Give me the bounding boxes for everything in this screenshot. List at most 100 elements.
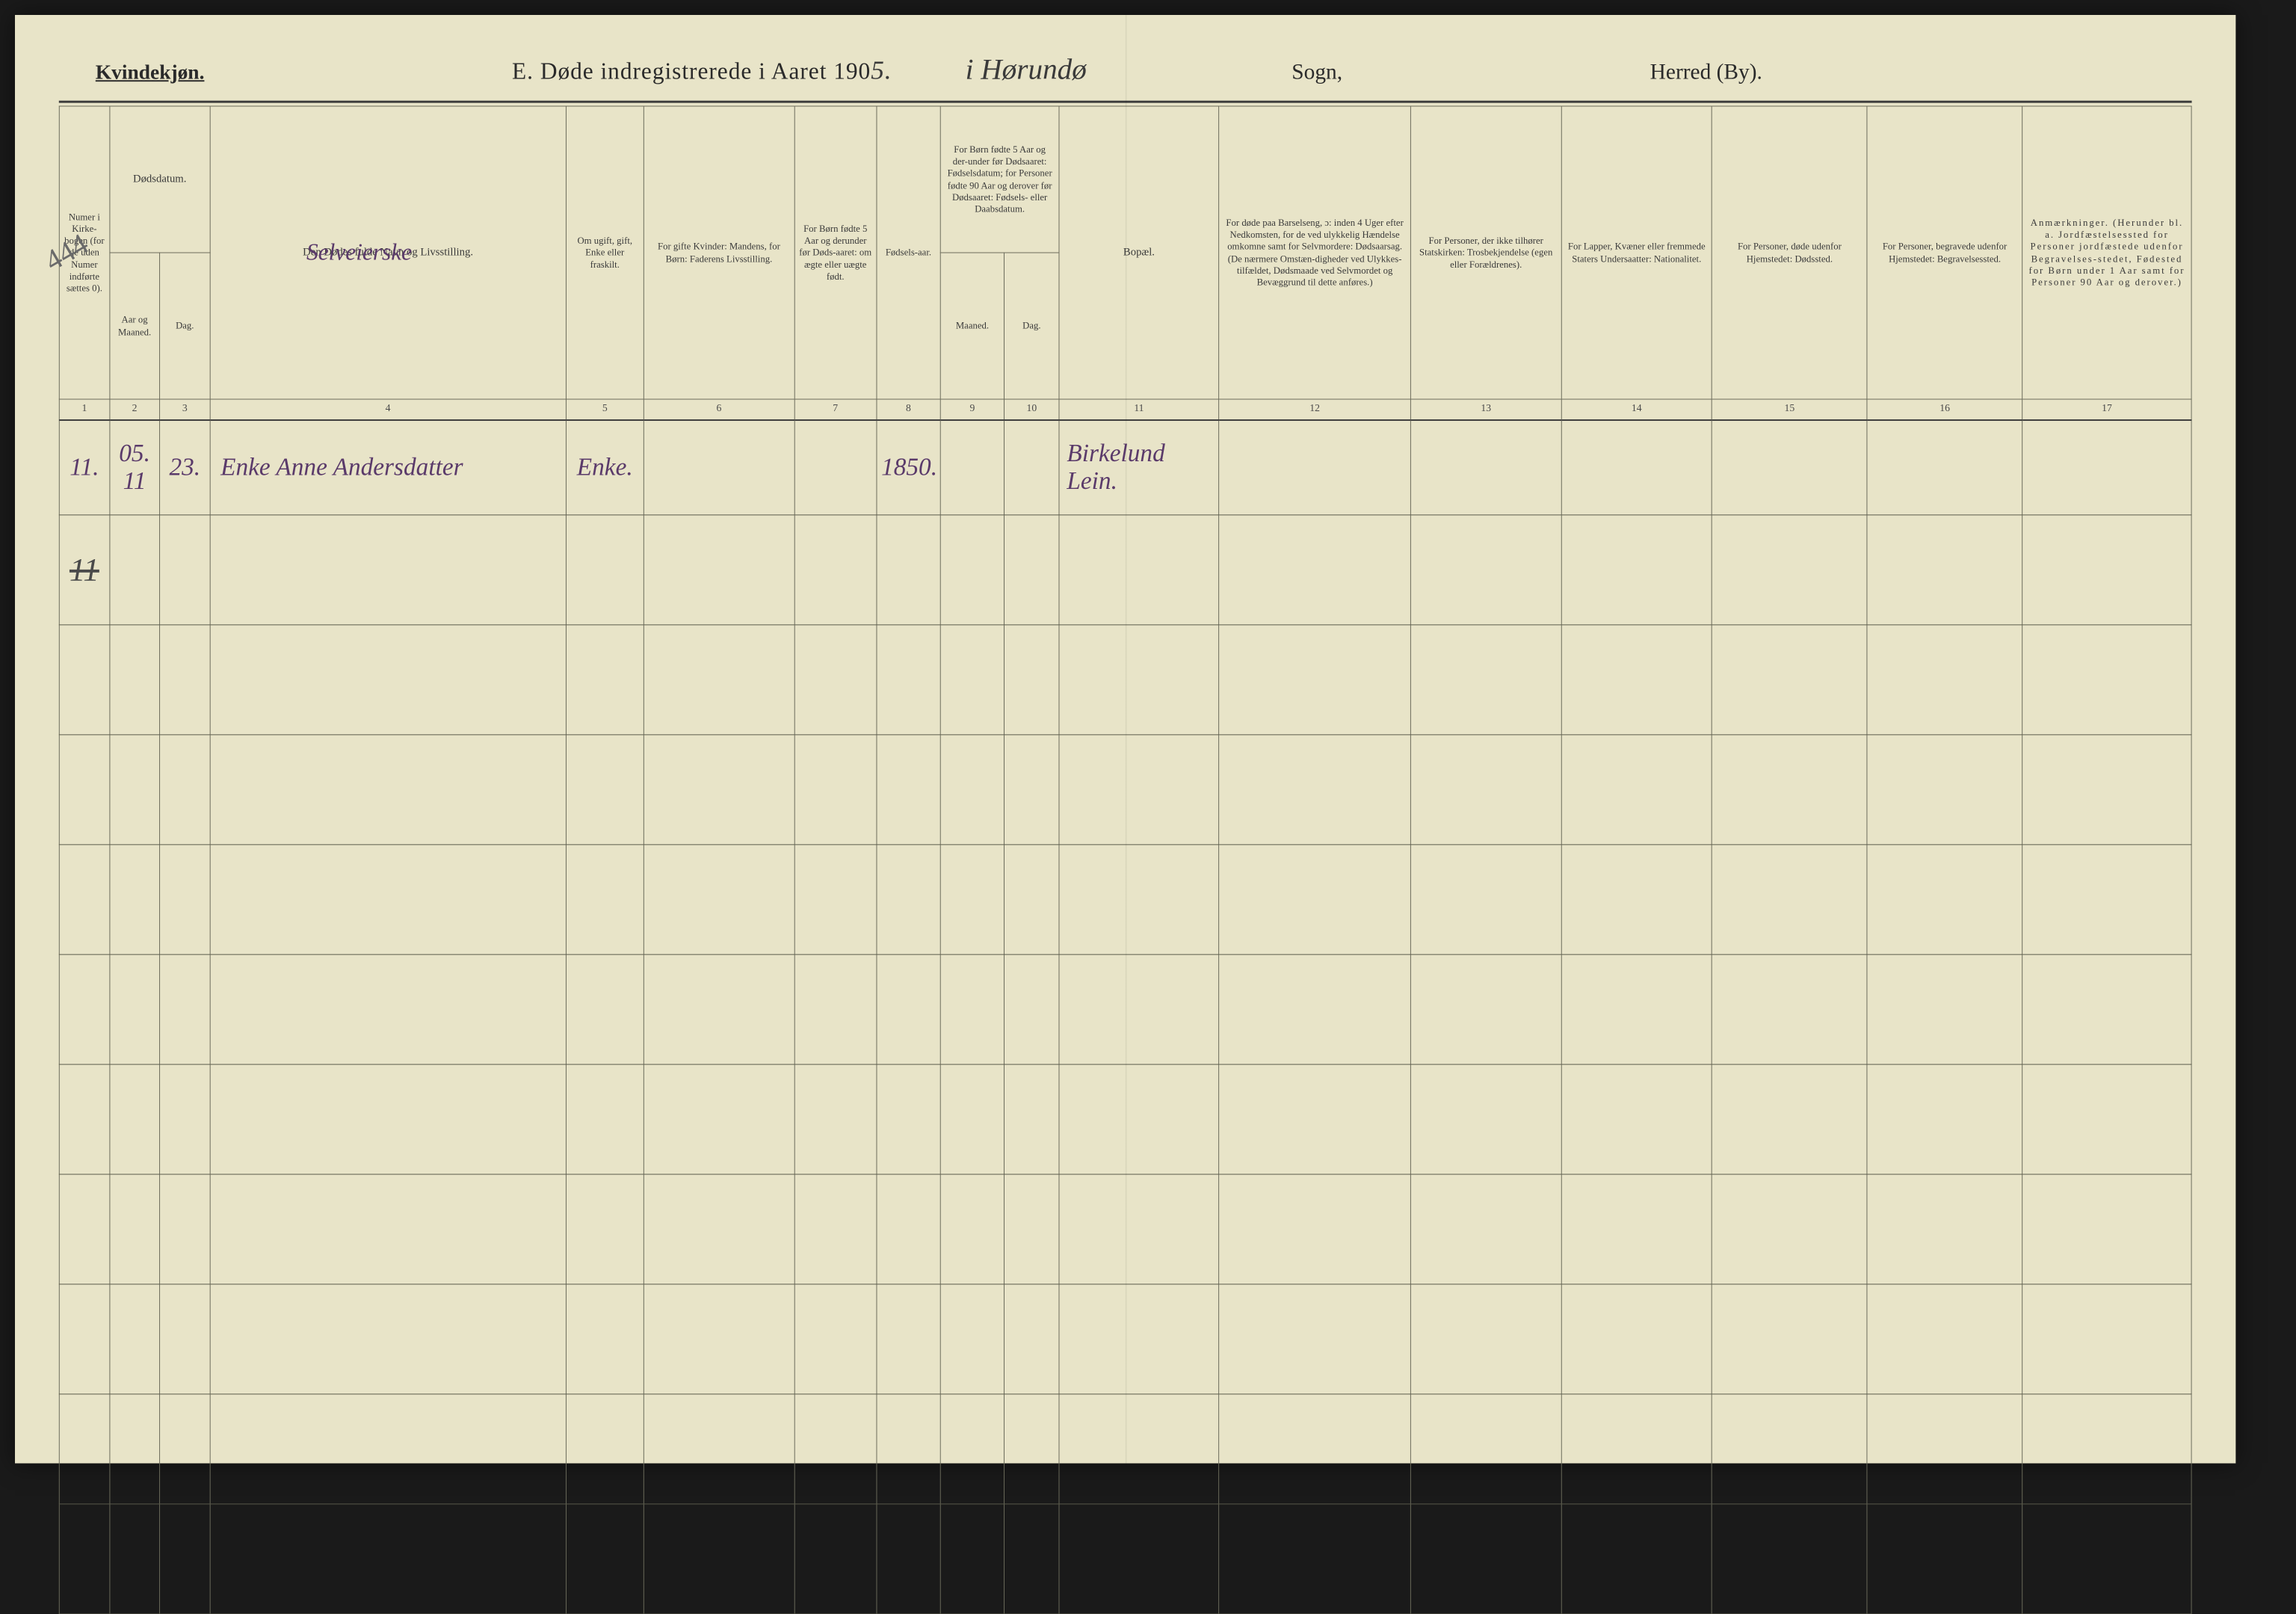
- cell-empty: [1219, 1174, 1411, 1284]
- cell-empty: [109, 845, 159, 955]
- gender-label: Kvindekjøn.: [96, 61, 205, 84]
- cell-empty: [1219, 1065, 1411, 1174]
- col-num-9: 9: [940, 399, 1004, 419]
- cell-empty: [1059, 1504, 1219, 1614]
- cell-empty: [1561, 845, 1712, 955]
- cell-empty: [1867, 1284, 2022, 1394]
- cell-empty: [644, 1504, 794, 1614]
- cell-empty: [59, 1394, 109, 1504]
- cell-empty: [877, 845, 941, 955]
- cell-c14: [1561, 419, 1712, 514]
- cell-c17: [2022, 419, 2191, 514]
- col-num-14: 14: [1561, 399, 1712, 419]
- col-num-1: 1: [59, 399, 109, 419]
- cell-empty: [877, 1065, 941, 1174]
- col-header-dodsdatum: Dødsdatum.: [109, 106, 209, 253]
- cell-empty: [1712, 625, 1868, 735]
- cell-empty: [1219, 735, 1411, 845]
- cell-empty: [940, 1284, 1004, 1394]
- cell-empty: [1059, 1174, 1219, 1284]
- cell-empty: [1410, 955, 1561, 1065]
- cell-empty: [1059, 1065, 1219, 1174]
- cell-empty: [1561, 625, 1712, 735]
- cell-empty: [109, 955, 159, 1065]
- cell-empty: [1059, 735, 1219, 845]
- year-handwritten: 5.: [871, 55, 892, 85]
- cell-empty: [1004, 1504, 1059, 1614]
- col-num-12: 12: [1219, 399, 1411, 419]
- cell-empty: [160, 1394, 210, 1504]
- cell-empty: [794, 1174, 877, 1284]
- cell-empty: [1561, 1065, 1712, 1174]
- cell-empty: [1004, 735, 1059, 845]
- col-header-8: Fødsels-aar.: [877, 106, 941, 399]
- cell-c15: [1712, 419, 1868, 514]
- cell-empty: [794, 735, 877, 845]
- cell-empty: [940, 1394, 1004, 1504]
- col-num-8: 8: [877, 399, 941, 419]
- cell-empty: [1867, 955, 2022, 1065]
- cell-empty: [109, 515, 159, 625]
- cell-empty: [1410, 515, 1561, 625]
- cell-empty: [644, 1284, 794, 1394]
- col-num-7: 7: [794, 399, 877, 419]
- col-header-6: For gifte Kvinder: Mandens, for Børn: Fa…: [644, 106, 794, 399]
- cell-empty: [1410, 735, 1561, 845]
- cell-empty: [1712, 955, 1868, 1065]
- col-header-fodselsdatum: For Børn fødte 5 Aar og der-under før Dø…: [940, 106, 1059, 253]
- cell-empty: [160, 1065, 210, 1174]
- col-header-17: Anmærkninger. (Herunder bl. a. Jordfæste…: [2022, 106, 2191, 399]
- cell-empty: [940, 1065, 1004, 1174]
- cell-empty: [210, 1394, 566, 1504]
- cell-c16: [1867, 419, 2022, 514]
- cell-empty: [1561, 515, 1712, 625]
- col-num-11: 11: [1059, 399, 1219, 419]
- cell-empty: [210, 735, 566, 845]
- cell-empty: [1712, 1174, 1868, 1284]
- cell-c11: Birkelund Lein.: [1059, 419, 1219, 514]
- cell-empty: [940, 515, 1004, 625]
- cell-empty: [1219, 955, 1411, 1065]
- col-num-17: 17: [2022, 399, 2191, 419]
- cell-empty: [877, 1284, 941, 1394]
- cell-empty: [1219, 1284, 1411, 1394]
- cell-empty: [160, 1284, 210, 1394]
- sogn-label: Sogn,: [1292, 60, 1342, 84]
- cell-c1: 11.: [59, 419, 109, 514]
- cell-empty: [160, 735, 210, 845]
- cell-empty: [644, 955, 794, 1065]
- cell-c9: [940, 419, 1004, 514]
- cell-empty: [210, 1504, 566, 1614]
- cell-empty: [940, 1504, 1004, 1614]
- cell-empty: [644, 1065, 794, 1174]
- cell-c12: [1219, 419, 1411, 514]
- cell-empty: [210, 625, 566, 735]
- cell-empty: [566, 1394, 644, 1504]
- cell-empty: [160, 1174, 210, 1284]
- cell-empty: [794, 515, 877, 625]
- cell-empty: [566, 515, 644, 625]
- cell-empty: [59, 1065, 109, 1174]
- cell-empty: [59, 1284, 109, 1394]
- cell-empty: [109, 1504, 159, 1614]
- cell-empty: [160, 515, 210, 625]
- cell-empty: [1561, 955, 1712, 1065]
- cell-empty: [2022, 955, 2191, 1065]
- col-num-5: 5: [566, 399, 644, 419]
- col-header-9: Maaned.: [940, 253, 1004, 399]
- cell-empty: [1712, 845, 1868, 955]
- cell-empty: [210, 845, 566, 955]
- cell-empty: [644, 735, 794, 845]
- cell-empty: [566, 1504, 644, 1614]
- cell-empty: [877, 515, 941, 625]
- col-header-7: For Børn fødte 5 Aar og derunder før Død…: [794, 106, 877, 399]
- cell-empty: [1004, 1394, 1059, 1504]
- col-num-16: 16: [1867, 399, 2022, 419]
- cell-empty: [940, 735, 1004, 845]
- cell-empty: [1059, 625, 1219, 735]
- col-header-2: Aar og Maaned.: [109, 253, 159, 399]
- col-num-13: 13: [1410, 399, 1561, 419]
- cell-empty: [1219, 845, 1411, 955]
- cell-empty: [210, 955, 566, 1065]
- cell-empty: [2022, 1394, 2191, 1504]
